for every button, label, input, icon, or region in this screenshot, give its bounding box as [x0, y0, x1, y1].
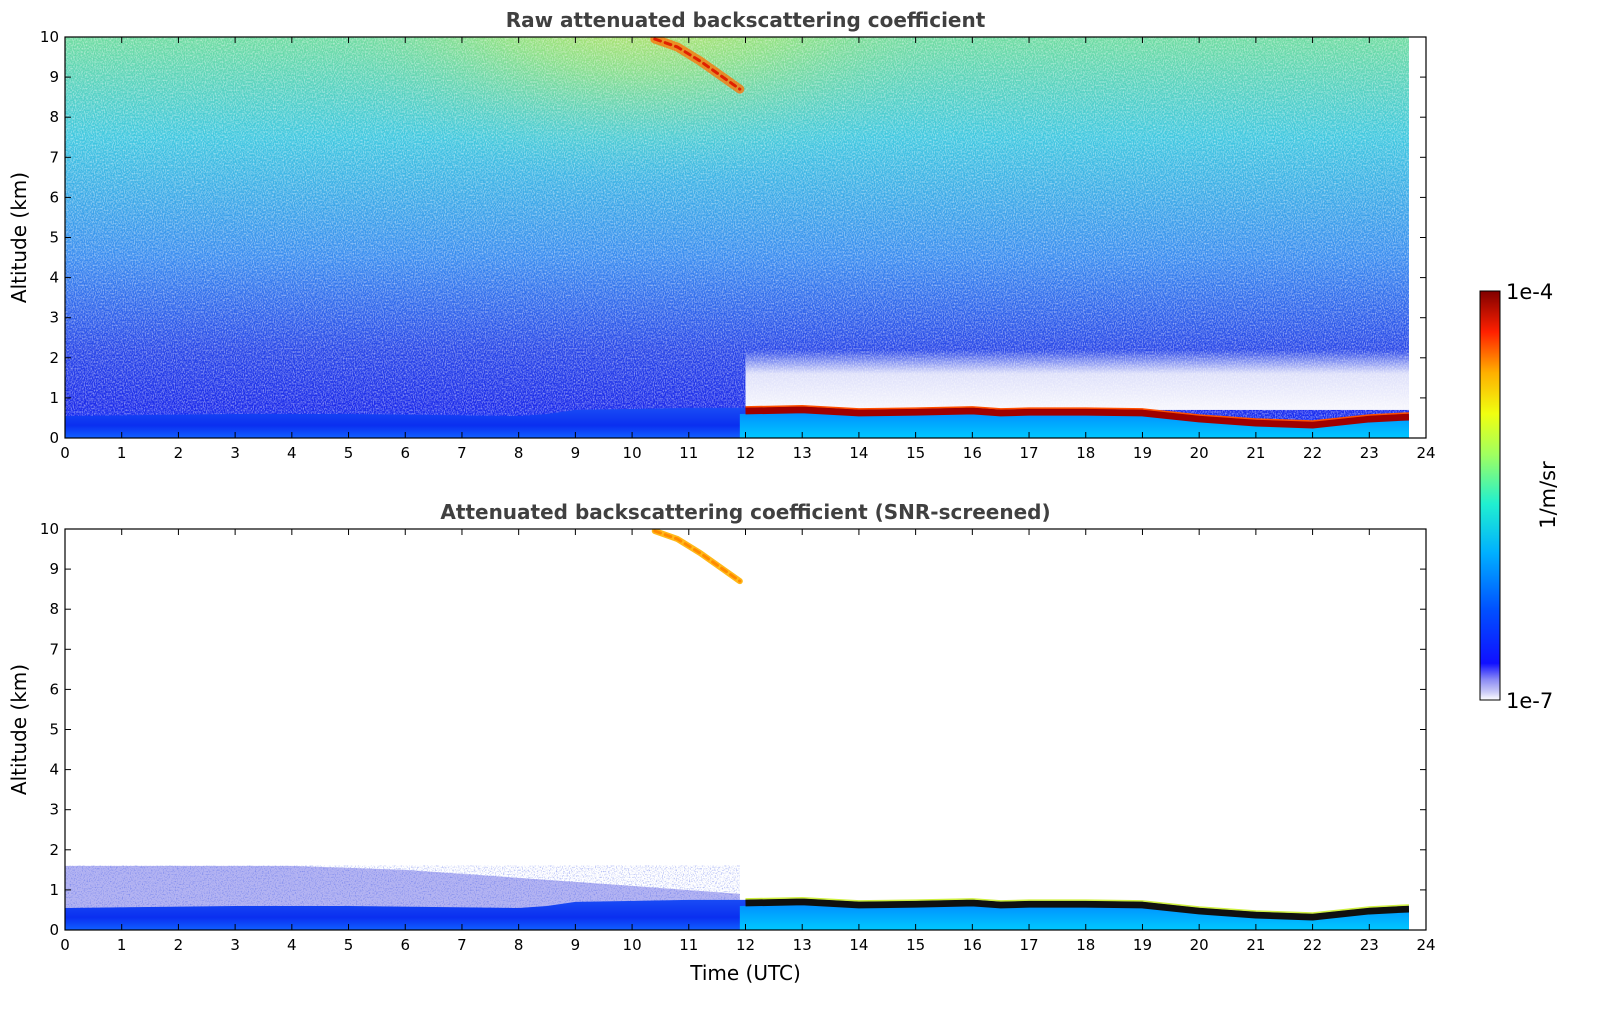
x-tick-label: 16	[963, 444, 982, 462]
y-tick-label: 6	[49, 188, 59, 206]
x-tick-label: 24	[1416, 444, 1435, 462]
y-tick-label: 8	[49, 108, 59, 126]
y-tick-label: 1	[49, 881, 59, 899]
layer-top-edge	[745, 404, 1409, 422]
layer-top-line	[745, 898, 1409, 921]
y-tick-label: 6	[49, 680, 59, 698]
x-tick-label: 12	[736, 444, 755, 462]
y-axis-label: Altitude (km)	[7, 172, 31, 303]
x-axis-label: Time (UTC)	[689, 961, 801, 985]
x-tick-label: 18	[1076, 936, 1095, 954]
x-tick-label: 5	[344, 936, 354, 954]
x-tick-label: 21	[1246, 936, 1265, 954]
y-tick-label: 7	[49, 640, 59, 658]
colorbar-min-label: 1e-7	[1506, 689, 1553, 713]
y-tick-label: 7	[49, 148, 59, 166]
y-tick-label: 2	[49, 349, 59, 367]
x-tick-label: 10	[623, 936, 642, 954]
y-tick-label: 1	[49, 389, 59, 407]
colorbar-max-label: 1e-4	[1506, 280, 1553, 304]
x-tick-label: 8	[514, 444, 524, 462]
x-tick-label: 3	[230, 444, 240, 462]
y-tick-label: 3	[49, 309, 59, 327]
x-tick-label: 15	[906, 936, 925, 954]
x-tick-label: 11	[679, 936, 698, 954]
x-tick-label: 2	[174, 444, 184, 462]
x-tick-label: 10	[623, 444, 642, 462]
y-tick-label: 4	[49, 761, 59, 779]
x-tick-label: 9	[571, 936, 581, 954]
x-tick-label: 22	[1303, 444, 1322, 462]
x-tick-label: 23	[1360, 936, 1379, 954]
screened-backscatter-panel: 0 1 2 3 4 5 6 7 8 9 10 11 12 13 14 15 16 17 18 19 20 21 22 23 24…	[7, 500, 1436, 985]
x-tick-label: 6	[400, 444, 410, 462]
x-tick-label: 17	[1019, 444, 1038, 462]
layer-top-line	[745, 406, 1409, 429]
heatmap-image	[65, 529, 1409, 930]
x-tick-label: 24	[1416, 936, 1435, 954]
x-tick-label: 9	[571, 444, 581, 462]
x-tick-label: 8	[514, 936, 524, 954]
x-tick-label: 19	[1133, 444, 1152, 462]
x-tick-label: 1	[117, 444, 127, 462]
y-tick-label: 4	[49, 269, 59, 287]
y-tick-label: 9	[49, 68, 59, 86]
x-tick-label: 17	[1019, 936, 1038, 954]
x-tick-label: 3	[230, 936, 240, 954]
x-tick-label: 21	[1246, 444, 1265, 462]
x-tick-label: 4	[287, 444, 297, 462]
x-tick-label: 7	[457, 444, 467, 462]
x-tick-label: 4	[287, 936, 297, 954]
x-tick-label: 20	[1190, 936, 1209, 954]
y-tick-label: 5	[49, 229, 59, 247]
noise-speckle	[65, 37, 1409, 438]
y-tick-label: 8	[49, 600, 59, 618]
surface-layer	[739, 904, 1409, 930]
x-tick-label: 15	[906, 444, 925, 462]
screened-background	[65, 529, 1409, 930]
x-tick-label: 11	[679, 444, 698, 462]
y-tick-label: 10	[40, 28, 59, 46]
layer-top-edge	[745, 896, 1409, 914]
y-axis-label: Altitude (km)	[7, 664, 31, 795]
raw-backscatter-panel: 0 1 2 3 4 5 6 7 8 9 10 11 12 13 14 15 16 17 18 19 20 21 22 23 24…	[7, 8, 1436, 462]
x-tick-label: 5	[344, 444, 354, 462]
chart-title: Attenuated backscattering coefficient (S…	[440, 500, 1050, 524]
x-tick-label: 0	[60, 444, 70, 462]
cirrus-core	[653, 37, 742, 91]
x-tick-label: 23	[1360, 444, 1379, 462]
colorbar: 1e-4 1e-7 1/m/sr	[1479, 280, 1560, 713]
surface-layer	[739, 412, 1409, 438]
chart-title: Raw attenuated backscattering coefficien…	[506, 8, 986, 32]
y-tick-label: 0	[49, 921, 59, 939]
x-tick-label: 16	[963, 936, 982, 954]
x-tick-label: 18	[1076, 444, 1095, 462]
y-tick-label: 2	[49, 841, 59, 859]
y-tick-label: 0	[49, 429, 59, 447]
x-tick-label: 1	[117, 936, 127, 954]
colorbar-unit-label: 1/m/sr	[1536, 461, 1560, 529]
x-tick-label: 14	[849, 936, 868, 954]
x-tick-label: 19	[1133, 936, 1152, 954]
x-tick-label: 6	[400, 936, 410, 954]
cirrus-core	[653, 529, 742, 583]
x-tick-label: 0	[60, 936, 70, 954]
x-tick-label: 12	[736, 936, 755, 954]
x-tick-label: 20	[1190, 444, 1209, 462]
y-tick-label: 9	[49, 560, 59, 578]
x-tick-label: 14	[849, 444, 868, 462]
y-tick-label: 10	[40, 520, 59, 538]
x-tick-label: 22	[1303, 936, 1322, 954]
x-tick-label: 13	[793, 936, 812, 954]
heatmap-image	[65, 37, 1409, 438]
y-tick-label: 5	[49, 721, 59, 739]
x-tick-label: 2	[174, 936, 184, 954]
x-tick-label: 7	[457, 936, 467, 954]
colorbar-gradient	[1479, 290, 1501, 701]
x-tick-label: 13	[793, 444, 812, 462]
y-tick-label: 3	[49, 801, 59, 819]
